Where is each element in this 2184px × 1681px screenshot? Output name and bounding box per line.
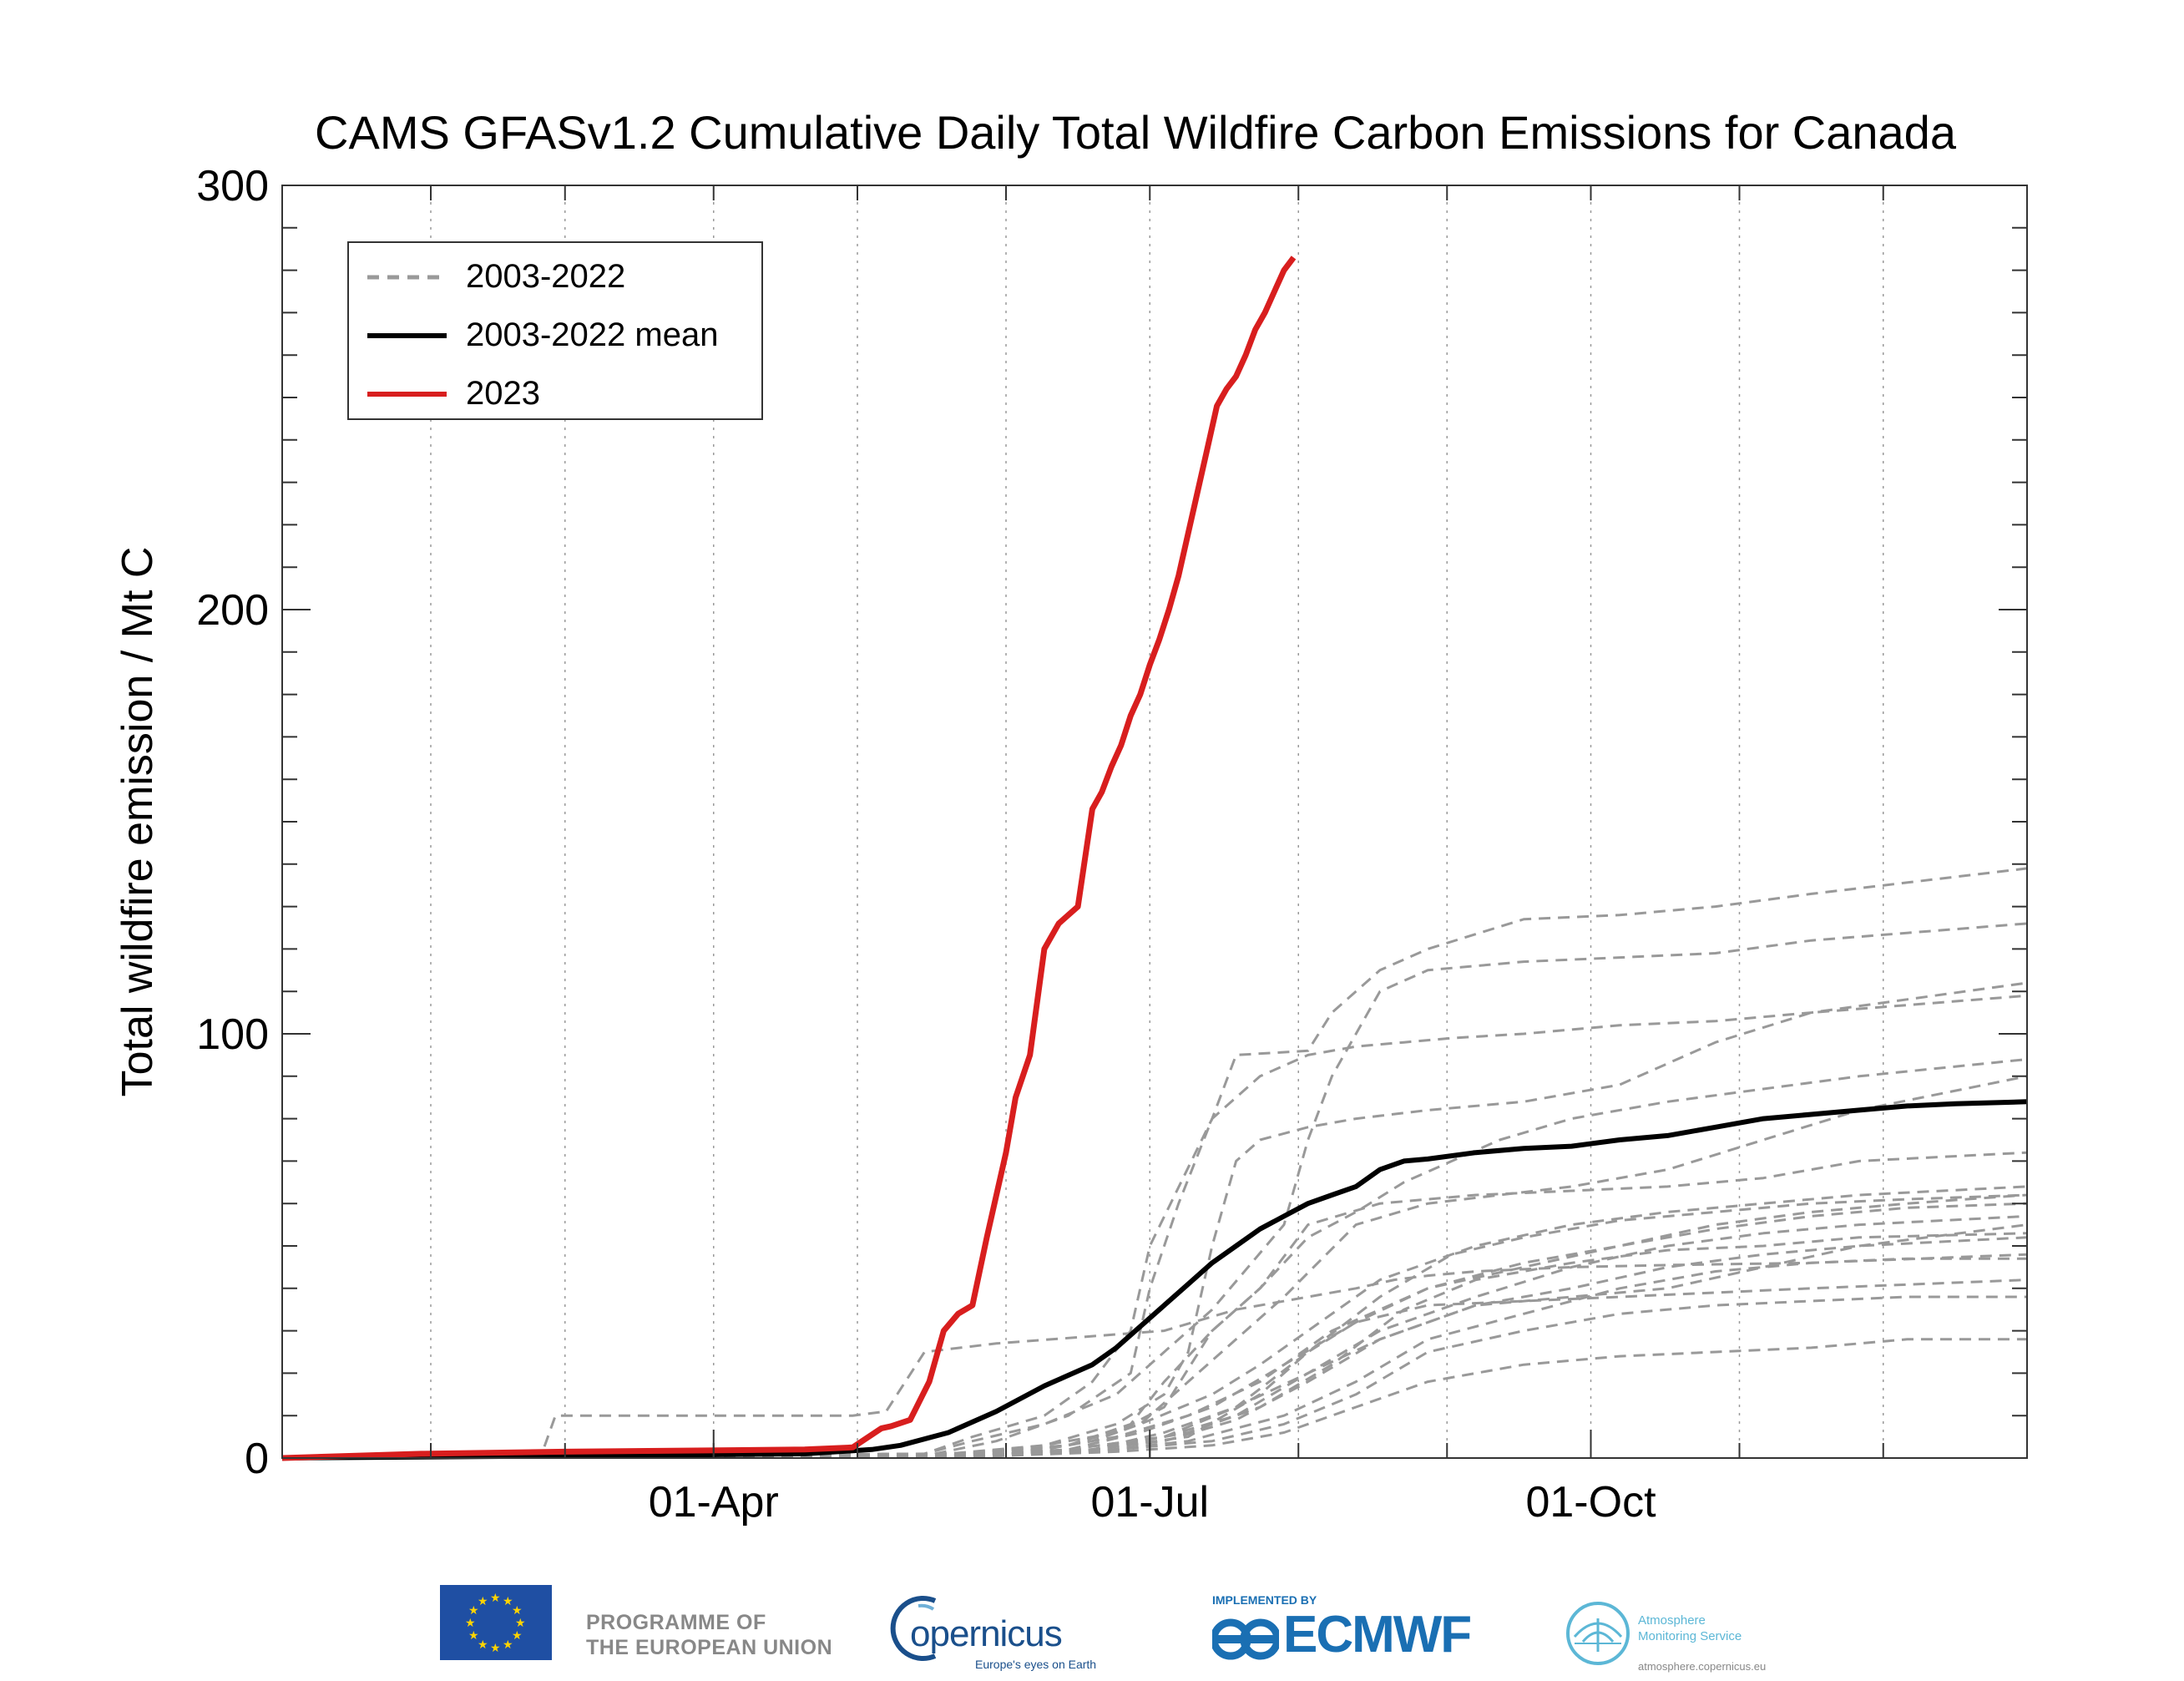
eu-star-icon: ★	[468, 1603, 479, 1617]
series-2003-2022-line-8	[281, 1185, 2028, 1460]
series-2003-2022-line-11	[281, 1214, 2028, 1460]
eu-star-icon: ★	[478, 1594, 488, 1608]
y-axis-label: Total wildfire emission / Mt C	[114, 547, 162, 1097]
legend-label-mean: 2003-2022 mean	[466, 316, 718, 353]
eu-text-line2: THE EUROPEAN UNION	[586, 1636, 833, 1659]
series-2003-2022-line-10	[281, 1202, 2028, 1460]
series-2003-2022-line-7	[281, 1151, 2028, 1460]
chart-title: CAMS GFASv1.2 Cumulative Daily Total Wil…	[315, 106, 1957, 159]
axes: 0 100 200 300 01-Apr 01-Jul 01-Oct	[196, 162, 2027, 1527]
series-2003-2022-line-3	[281, 981, 2028, 1460]
x-tick-label-01-Apr: 01-Apr	[649, 1478, 779, 1527]
eu-star-icon: ★	[511, 1628, 523, 1642]
eu-star-icon: ★	[465, 1616, 476, 1629]
copernicus-tagline: Europe's eyes on Earth	[975, 1658, 1097, 1671]
series-2003-2022-line-14	[281, 1278, 2028, 1460]
y-tick-label-300: 300	[196, 162, 269, 210]
eu-star-icon: ★	[511, 1603, 523, 1617]
eu-star-icon: ★	[515, 1616, 526, 1629]
ecmwf-implemented-label: IMPLEMENTED BY	[1212, 1593, 1317, 1607]
copernicus-c-icon	[890, 1596, 937, 1661]
legend-box	[347, 241, 763, 420]
series-2003-2022-line-0	[281, 1253, 2028, 1460]
ams-text-line2: Monitoring Service	[1638, 1629, 1742, 1643]
eu-text-line1: PROGRAMME OF	[586, 1611, 766, 1634]
series-2003-2022-line-18	[281, 1257, 2027, 1460]
ams-text-line1: Atmosphere	[1638, 1613, 1706, 1628]
y-tick-label-0: 0	[245, 1435, 269, 1483]
x-tick-label-01-Jul: 01-Jul	[1090, 1478, 1209, 1527]
series-2023-line	[281, 256, 1297, 1461]
series-mean-line	[281, 1099, 2028, 1461]
eu-star-icon: ★	[490, 1641, 501, 1654]
series-2003-2022-line-1	[281, 867, 2028, 1460]
ecmwf-logo-icon	[1212, 1618, 1279, 1660]
atmosphere-service-globe-icon	[1566, 1602, 1630, 1665]
y-tick-label-200: 200	[196, 586, 269, 635]
eu-flag-icon: ★ ★ ★ ★ ★ ★ ★ ★ ★ ★ ★ ★	[440, 1585, 552, 1660]
series-layer	[281, 256, 2028, 1461]
series-2003-2022-line-5	[281, 1058, 2028, 1460]
legend-label-2003-2022: 2003-2022	[466, 258, 625, 295]
eu-star-icon: ★	[490, 1591, 501, 1604]
ecmwf-wordmark: ECMWF	[1283, 1606, 1472, 1663]
series-2003-2022-line-6	[281, 1075, 2028, 1460]
legend-label-2023: 2023	[466, 375, 540, 412]
eu-programme-text: PROGRAMME OF THE EUROPEAN UNION	[586, 1610, 832, 1660]
series-2003-2022-line-17	[281, 1232, 2028, 1460]
x-tick-label-01-Oct: 01-Oct	[1525, 1478, 1656, 1527]
eu-star-icon: ★	[478, 1637, 488, 1651]
ams-url: atmosphere.copernicus.eu	[1638, 1660, 1767, 1673]
series-2003-2022-line-16	[281, 1338, 2027, 1460]
series-2003-2022-line-9	[281, 1193, 2028, 1460]
y-tick-label-100: 100	[196, 1010, 269, 1059]
series-2003-2022-line-2	[281, 922, 2028, 1460]
eu-star-icon: ★	[503, 1594, 513, 1608]
eu-star-icon: ★	[503, 1637, 513, 1651]
eu-star-icon: ★	[468, 1628, 479, 1642]
series-2003-2022-line-13	[281, 1223, 2028, 1460]
series-2003-2022-line-4	[281, 994, 2028, 1460]
legend: 2003-2022 2003-2022 mean 2023	[347, 241, 763, 420]
copernicus-wordmark: opernicus	[910, 1613, 1063, 1654]
